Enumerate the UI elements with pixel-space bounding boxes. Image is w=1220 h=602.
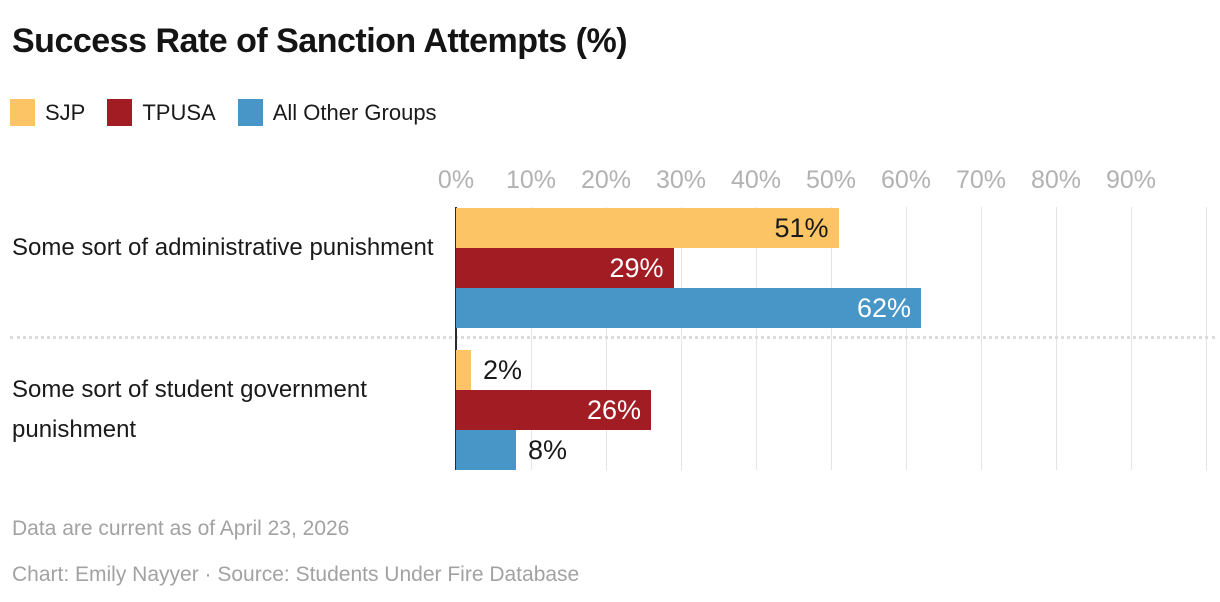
bar-all-other-groups-0: 62%: [456, 288, 921, 328]
x-tick-label-90: 90%: [1105, 166, 1157, 194]
bar-all-other-groups-1: [456, 430, 516, 470]
value-label: 26%: [586, 395, 641, 425]
chart-title: Success Rate of Sanction Attempts (%): [12, 22, 628, 60]
legend: SJP TPUSA All Other Groups: [10, 99, 437, 126]
byline: Chart: Emily Nayyer · Source: Students U…: [12, 563, 580, 586]
data-note: Data are current as of April 23, 2026: [12, 517, 350, 540]
category-label-1: Some sort of student government punishme…: [12, 376, 367, 443]
legend-swatch-icon: [237, 99, 263, 126]
category-separator-line: [10, 336, 1215, 339]
x-tick-label-40: 40%: [730, 166, 782, 194]
x-tick-label-70: 70%: [955, 166, 1007, 194]
legend-swatch-icon: [10, 99, 35, 126]
bar-tpusa-0: 29%: [456, 248, 674, 288]
legend-item-sjp: SJP: [10, 99, 85, 126]
x-tick-label-60: 60%: [880, 166, 932, 194]
value-label: 51%: [774, 213, 829, 243]
x-tick-label-30: 30%: [655, 166, 707, 194]
value-label: 8%: [528, 435, 568, 465]
value-label: 2%: [483, 355, 523, 385]
bar-tpusa-1: 26%: [456, 390, 651, 430]
x-tick-label-50: 50%: [805, 166, 857, 194]
legend-label: TPUSA: [142, 99, 216, 125]
legend-label: SJP: [45, 99, 86, 125]
legend-swatch-icon: [107, 99, 133, 126]
x-tick-label-10: 10%: [505, 166, 557, 194]
value-label: 62%: [856, 293, 911, 323]
category-label-0: Some sort of administrative punishment: [12, 234, 434, 261]
bar-sjp-1: [456, 350, 471, 390]
y-axis-line: [455, 207, 457, 470]
legend-item-tpusa: TPUSA: [107, 99, 216, 126]
x-tick-label-80: 80%: [1030, 166, 1082, 194]
value-label: 29%: [609, 253, 664, 283]
bar-sjp-0: 51%: [456, 208, 839, 248]
legend-label: All Other Groups: [272, 99, 437, 125]
legend-item-all-other-groups: All Other Groups: [237, 99, 437, 126]
x-tick-label-0: 0%: [437, 166, 475, 194]
x-tick-label-20: 20%: [580, 166, 632, 194]
